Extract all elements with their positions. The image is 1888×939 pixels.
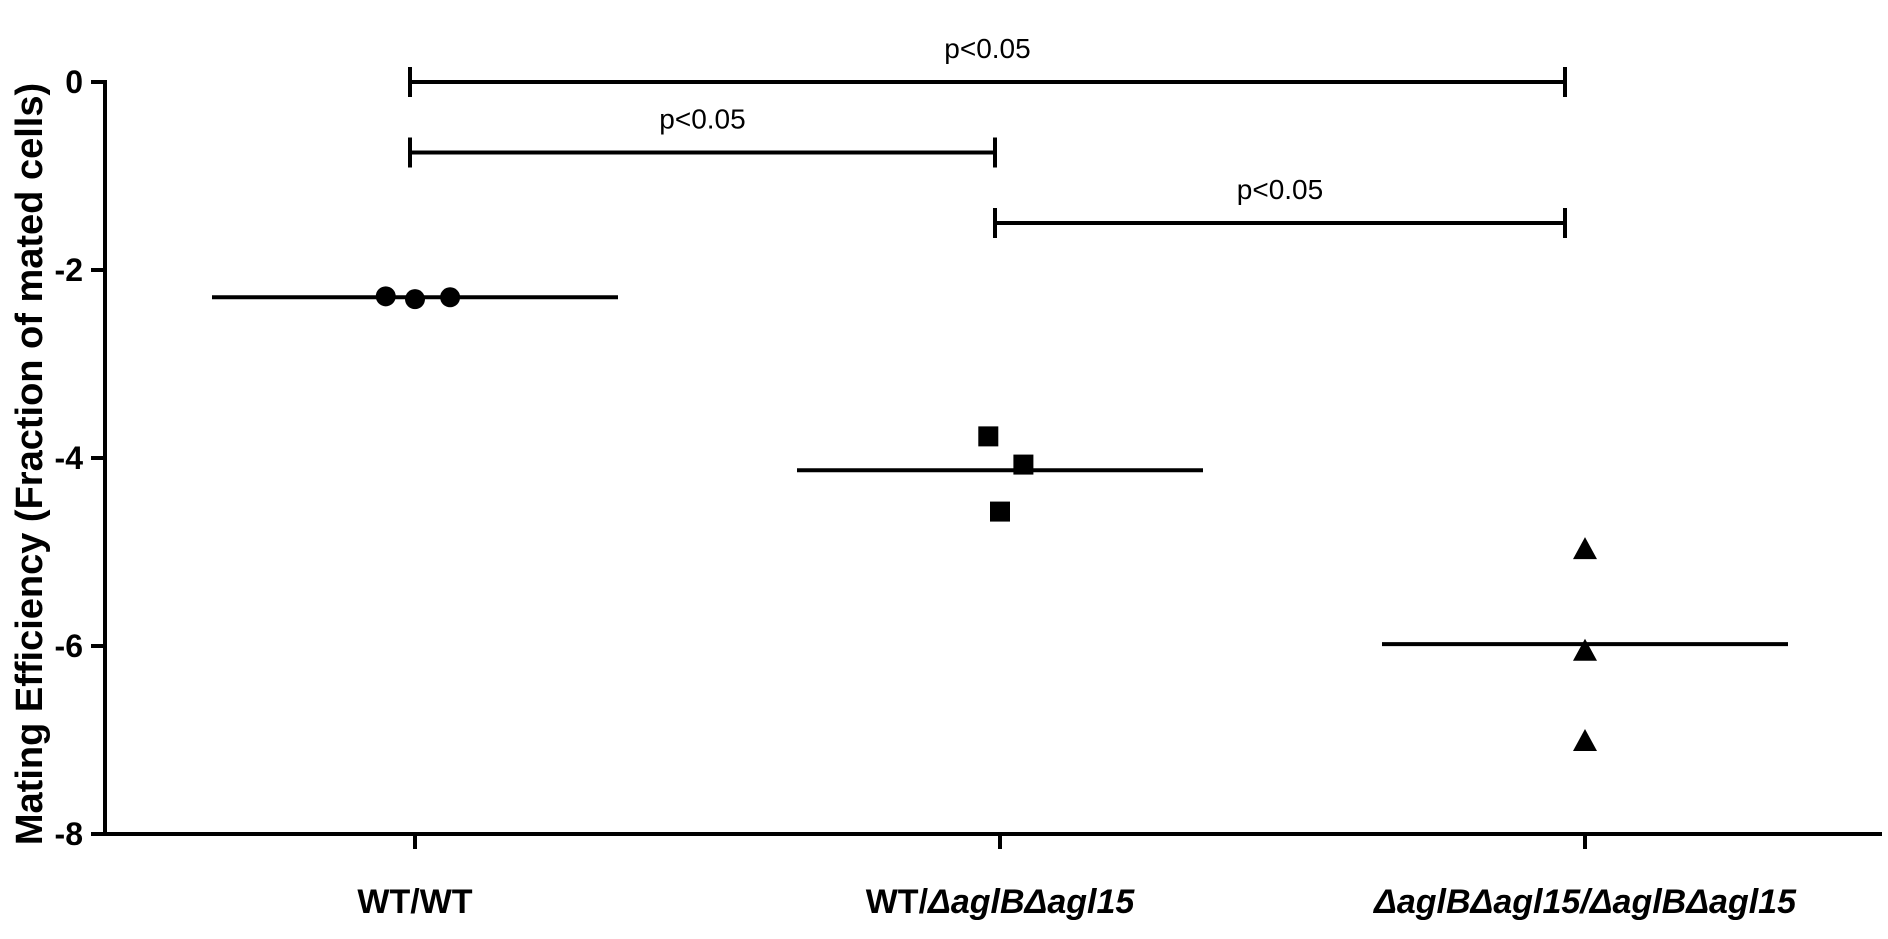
x-category-label-part: ΔaglBΔagl15/ΔaglBΔagl15 <box>1372 883 1797 921</box>
y-axis-title: Mating Efficiency (Fraction of mated cel… <box>9 83 51 845</box>
significance-brackets: p<0.05 p<0.05 p<0.05 <box>408 33 1567 238</box>
data-point-square <box>990 501 1010 522</box>
x-category-label: WT/WT <box>357 883 472 921</box>
x-category-label-part: WT/WT <box>357 883 472 921</box>
data-point-square <box>978 426 999 447</box>
y-tick-label: -2 <box>55 252 83 288</box>
data-point-triangle <box>1573 537 1597 560</box>
x-category-label-part: ΔaglBΔagl15 <box>926 883 1135 921</box>
data-point-square <box>1013 454 1034 475</box>
y-tick-label: -8 <box>55 816 83 852</box>
y-tick-label: -6 <box>55 628 83 664</box>
data-point-circle <box>405 289 425 310</box>
y-tick-label: 0 <box>65 64 83 100</box>
data-point-circle <box>440 287 461 308</box>
significance-label: p<0.05 <box>659 104 745 135</box>
data-point-circle <box>375 286 396 307</box>
significance-label: p<0.05 <box>1237 174 1323 205</box>
data-point-triangle <box>1573 638 1597 661</box>
axes: 0 -2 -4 -6 -8 <box>55 64 1882 852</box>
x-category-label: ΔaglBΔagl15/ΔaglBΔagl15 <box>1372 883 1797 921</box>
data-point-triangle <box>1573 728 1597 751</box>
data-points <box>375 286 1597 751</box>
x-category-label: WT/ΔaglBΔagl15 <box>866 883 1136 921</box>
x-category-label-part: WT/ <box>866 883 929 921</box>
significance-label: p<0.05 <box>944 33 1030 64</box>
mean-lines <box>212 295 1788 647</box>
y-tick-label: -4 <box>55 440 84 476</box>
labels: WT/WT WT/ΔaglBΔagl15 ΔaglBΔagl15/ΔaglBΔagl… <box>9 83 1797 921</box>
